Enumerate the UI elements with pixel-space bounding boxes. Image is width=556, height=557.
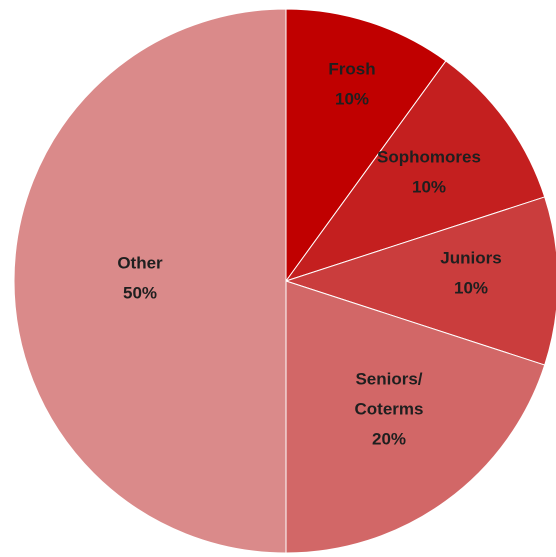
slice-name-label-0-0: Frosh [328, 59, 375, 78]
slice-name-label-1-0: Sophomores [377, 147, 481, 166]
slice-value-label-1: 10% [412, 177, 446, 196]
slice-name-label-3-1: Coterms [355, 399, 424, 418]
slice-value-label-3: 20% [372, 429, 406, 448]
pie-slice-seniors-coterms [285, 280, 546, 554]
pie-labels: Frosh 10% Sophomores 10% Juniors 10% Seniors/C… [117, 59, 501, 448]
pie-slice-juniors [284, 196, 556, 366]
pie-slice-other [13, 8, 287, 554]
slice-name-label-2-0: Juniors [440, 248, 501, 267]
slice-value-label-4: 50% [123, 283, 157, 302]
slice-value-label-0: 10% [335, 89, 369, 108]
pie-slice-sophomores [284, 60, 546, 282]
slice-name-label-4-0: Other [117, 253, 163, 272]
pie-slice-frosh [285, 8, 447, 283]
slice-name-label-3-0: Seniors/ [355, 369, 422, 388]
pie-slices [13, 8, 556, 554]
slice-value-label-2: 10% [454, 278, 488, 297]
